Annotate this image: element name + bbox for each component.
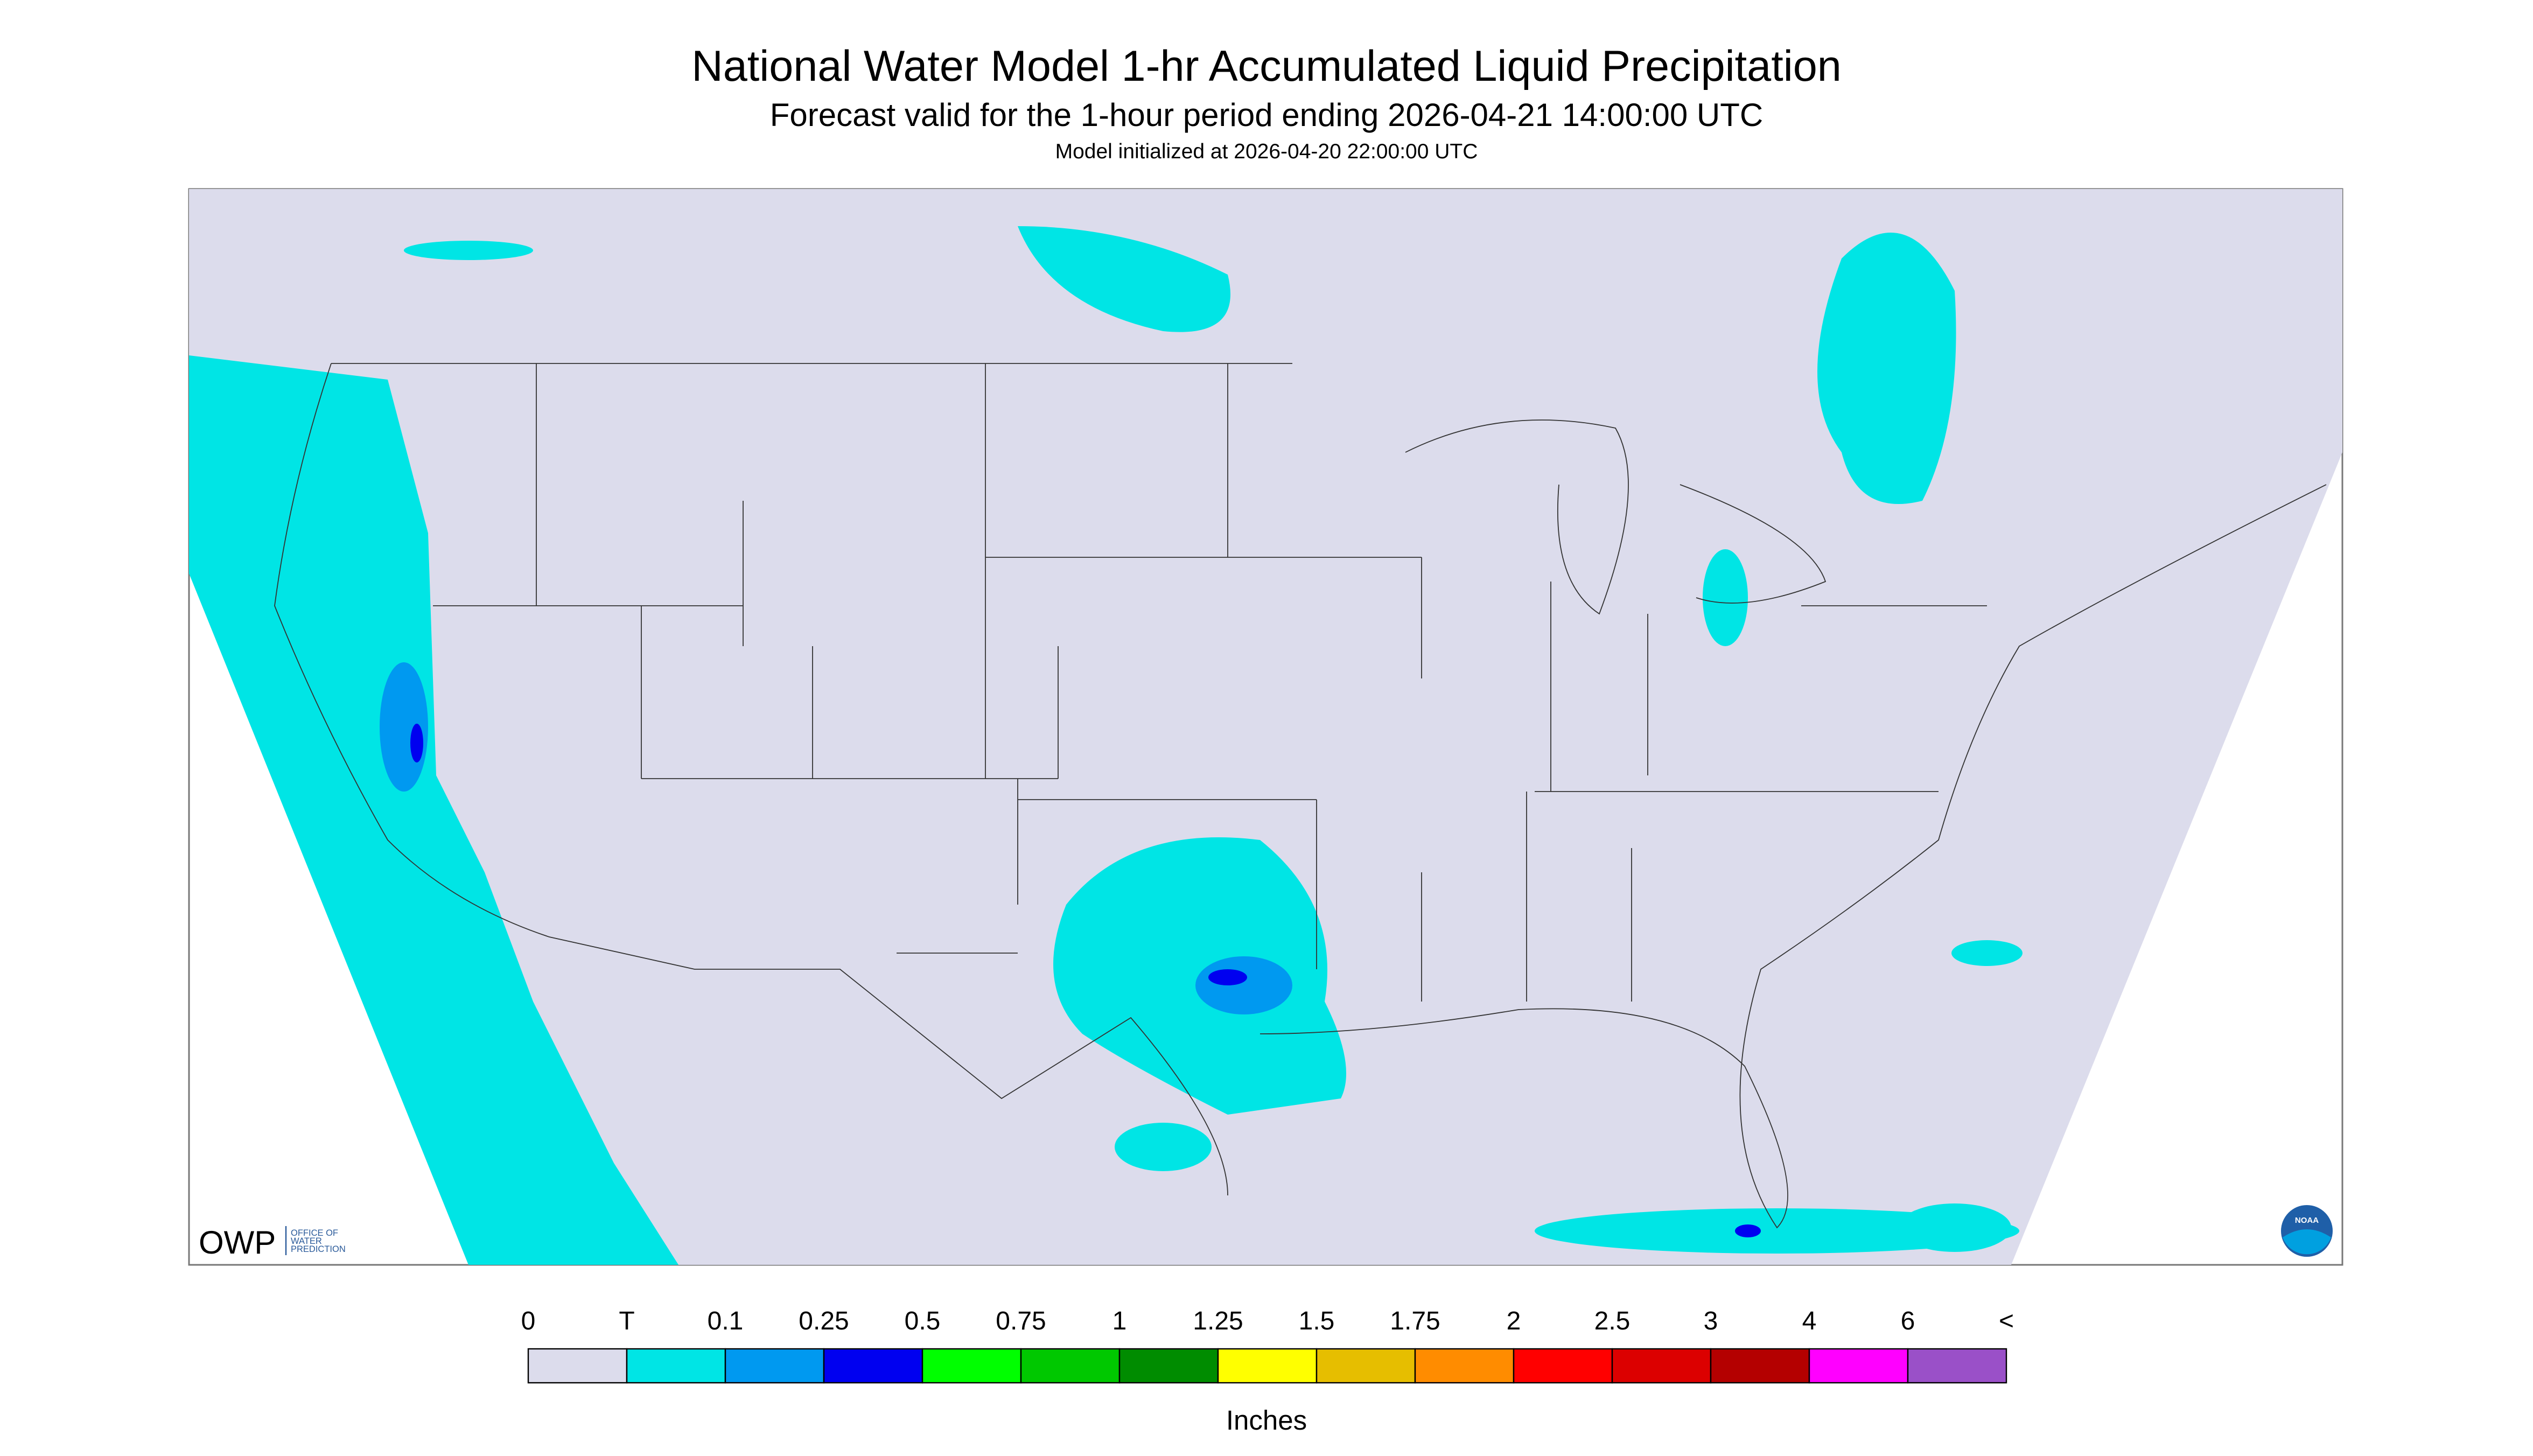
noaa-logo: NOAA: [2281, 1205, 2333, 1257]
legend-label: 1.25: [1193, 1307, 1243, 1335]
legend-swatch: [1414, 1348, 1515, 1384]
legend-label: T: [619, 1307, 634, 1335]
legend-label: 0.5: [905, 1307, 941, 1335]
precip-light: [189, 226, 2023, 1265]
title: National Water Model 1-hr Accumulated Li…: [691, 42, 1842, 90]
noaa-text: NOAA: [2295, 1216, 2319, 1225]
legend-label: 3: [1704, 1307, 1718, 1335]
owp-name-line: WATER: [291, 1236, 322, 1246]
legend-label: 4: [1802, 1307, 1817, 1335]
legend-label: 1.75: [1390, 1307, 1440, 1335]
model-domain: [189, 189, 2342, 1265]
legend-label: 1.5: [1299, 1307, 1335, 1335]
init-time: Model initialized at 2026-04-20 22:00:00…: [1055, 140, 1478, 163]
owp-name-line: PREDICTION: [291, 1244, 346, 1254]
legend-label: 6: [1901, 1307, 1915, 1335]
legend-label: 0.75: [996, 1307, 1046, 1335]
legend-label: 0: [521, 1307, 536, 1335]
legend-swatch: [1217, 1348, 1318, 1384]
legend-swatch: [1808, 1348, 1909, 1384]
legend-swatch: [1316, 1348, 1416, 1384]
owp-name-line: OFFICE OF: [291, 1228, 338, 1238]
legend-label: 2.5: [1594, 1307, 1631, 1335]
legend-label: <: [1999, 1307, 2014, 1335]
boundaries: [274, 363, 2327, 1229]
legend-swatch: [1020, 1348, 1121, 1384]
legend-label: 0.1: [708, 1307, 744, 1335]
legend: 0 T 0.1 0.25 0.5 0.75 1 1.25 1.5 1.75 2 2.5 3 4 6 <: [521, 1307, 2014, 1384]
legend-swatch: [626, 1348, 726, 1384]
legend-label: 2: [1507, 1307, 1521, 1335]
owp-mark: OWP: [199, 1224, 276, 1261]
subtitle: Forecast valid for the 1-hour period end…: [770, 97, 1763, 133]
legend-swatch: [1513, 1348, 1613, 1384]
legend-swatch: [527, 1348, 628, 1384]
legend-swatch: [1611, 1348, 1712, 1384]
legend-swatch: [823, 1348, 923, 1384]
legend-swatch: [1118, 1348, 1219, 1384]
legend-swatch: [921, 1348, 1022, 1384]
legend-unit: Inches: [1226, 1405, 1307, 1436]
precip-heavy: [410, 724, 1761, 1238]
legend-swatch: [1907, 1348, 2007, 1384]
legend-swatch: [724, 1348, 825, 1384]
legend-label: 1: [1112, 1307, 1127, 1335]
legend-label: 0.25: [799, 1307, 849, 1335]
legend-swatch: [1710, 1348, 1810, 1384]
